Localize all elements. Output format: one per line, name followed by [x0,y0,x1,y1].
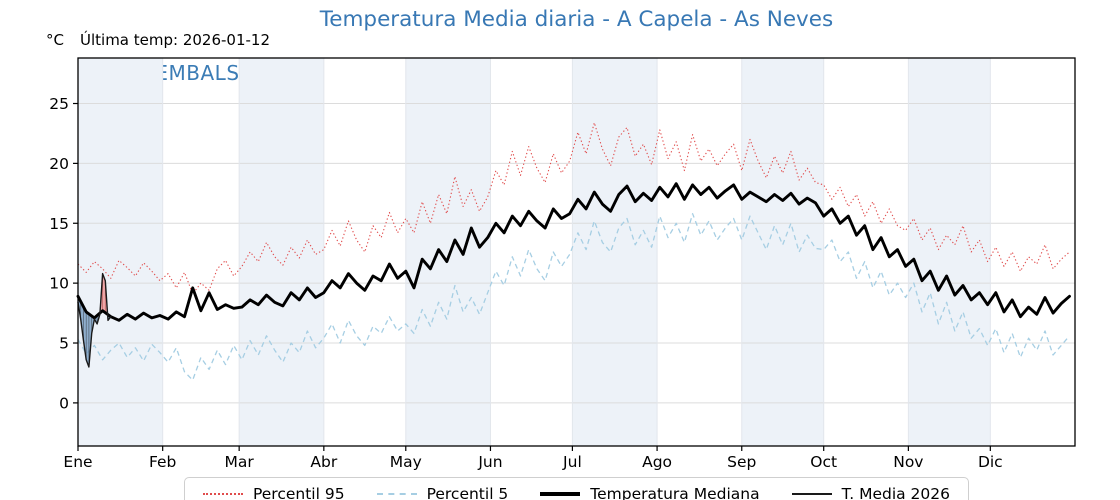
percentil-5-line-swatch [376,493,417,495]
svg-text:Jul: Jul [562,453,582,471]
y-axis-unit-label: °C [46,31,64,49]
legend-item-t-media-2026: T. Media 2026 [791,485,951,500]
svg-text:Dic: Dic [978,453,1003,471]
legend-label-t-media-2026: T. Media 2026 [841,485,951,500]
svg-text:15: 15 [49,215,69,233]
svg-text:May: May [390,453,422,471]
svg-text:Mar: Mar [225,453,255,471]
svg-text:Jun: Jun [477,453,502,471]
chart-title: Temperatura Media diaria - A Capela - As… [319,7,834,32]
svg-text:Oct: Oct [810,453,837,471]
svg-text:Ago: Ago [642,453,672,471]
mediana-line-swatch [540,492,581,496]
legend-item-percentil-5: Percentil 5 [376,485,509,500]
t-media-2026-line-swatch [791,493,832,495]
svg-text:20: 20 [49,155,69,173]
legend-box: Percentil 95 Percentil 5 Temperatura Med… [183,477,970,500]
legend-item-mediana: Temperatura Mediana [540,485,760,500]
svg-text:5: 5 [59,335,69,353]
svg-text:Nov: Nov [893,453,923,471]
svg-text:10: 10 [49,275,69,293]
svg-text:Abr: Abr [310,453,337,471]
last-temp-label: Última temp: 2026-01-12 [80,31,271,49]
svg-text:25: 25 [49,95,69,113]
legend-label-percentil-5: Percentil 5 [426,485,509,500]
svg-text:Feb: Feb [149,453,176,471]
legend: Percentil 95 Percentil 5 Temperatura Med… [78,477,1075,500]
legend-label-mediana: Temperatura Mediana [590,485,760,500]
svg-text:Sep: Sep [727,453,756,471]
legend-item-percentil-95: Percentil 95 [202,485,345,500]
svg-text:0: 0 [59,394,69,412]
percentil-95-line-swatch [202,493,243,495]
legend-label-percentil-95: Percentil 95 [252,485,345,500]
svg-text:Ene: Ene [63,453,92,471]
